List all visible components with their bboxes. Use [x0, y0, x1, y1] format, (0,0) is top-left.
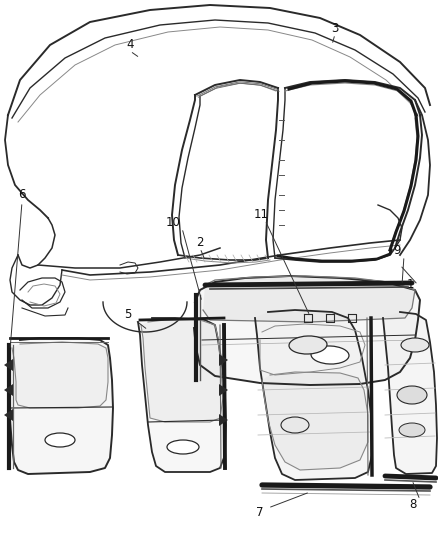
Polygon shape — [262, 372, 368, 470]
Text: 7: 7 — [256, 506, 264, 520]
Polygon shape — [12, 342, 108, 408]
Polygon shape — [203, 276, 415, 322]
Ellipse shape — [311, 346, 349, 364]
Text: 6: 6 — [18, 189, 26, 201]
Polygon shape — [4, 409, 13, 421]
Text: 11: 11 — [254, 207, 268, 221]
Ellipse shape — [397, 386, 427, 404]
Polygon shape — [255, 310, 372, 480]
Polygon shape — [219, 414, 228, 426]
Text: 8: 8 — [410, 498, 417, 512]
Ellipse shape — [401, 338, 429, 352]
Text: 4: 4 — [126, 38, 134, 52]
Text: 3: 3 — [331, 21, 339, 35]
Polygon shape — [194, 276, 420, 385]
Polygon shape — [4, 359, 13, 371]
Polygon shape — [219, 354, 228, 366]
Ellipse shape — [45, 433, 75, 447]
Ellipse shape — [289, 336, 327, 354]
Text: 9: 9 — [393, 244, 401, 256]
Ellipse shape — [281, 417, 309, 433]
Text: 1: 1 — [406, 279, 414, 292]
Text: 10: 10 — [166, 215, 180, 229]
Polygon shape — [138, 318, 226, 472]
Text: 5: 5 — [124, 309, 132, 321]
Polygon shape — [8, 338, 113, 474]
Ellipse shape — [399, 423, 425, 437]
Text: 2: 2 — [196, 236, 204, 248]
Polygon shape — [219, 384, 228, 396]
Polygon shape — [383, 312, 437, 474]
Ellipse shape — [167, 440, 199, 454]
Polygon shape — [141, 320, 223, 422]
Polygon shape — [4, 384, 13, 396]
